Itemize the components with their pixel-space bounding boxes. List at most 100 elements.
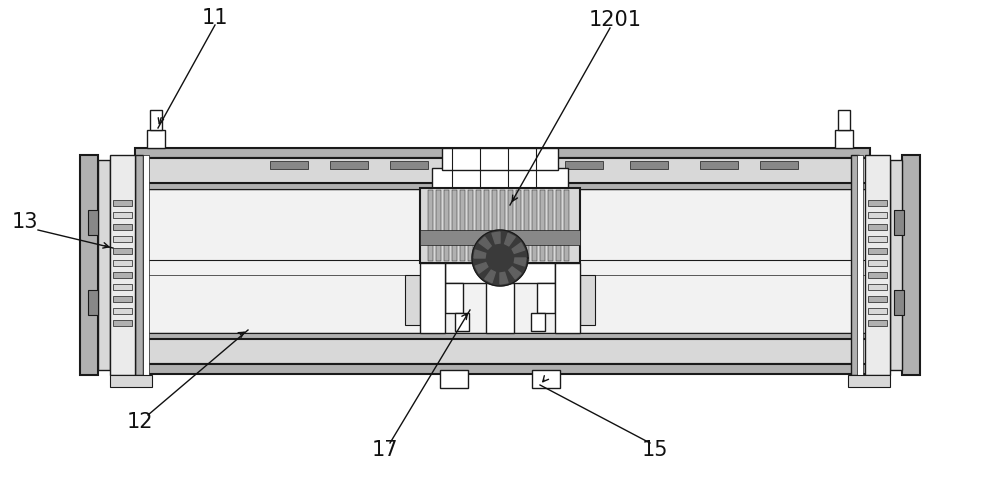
Bar	[868, 284, 887, 290]
Polygon shape	[474, 250, 486, 258]
Bar	[113, 248, 132, 254]
Bar	[868, 320, 887, 326]
Bar	[516, 190, 521, 261]
Bar	[532, 190, 537, 261]
Bar	[135, 183, 870, 189]
Bar	[113, 320, 132, 326]
Text: 1201: 1201	[588, 10, 642, 30]
Bar	[432, 168, 568, 188]
Bar	[110, 155, 135, 375]
Bar	[857, 155, 863, 375]
Bar	[420, 188, 580, 263]
Bar	[113, 308, 132, 314]
Bar	[405, 275, 420, 325]
Polygon shape	[509, 267, 521, 279]
Bar	[428, 190, 433, 261]
Bar	[88, 210, 98, 235]
Bar	[135, 339, 870, 364]
Bar	[135, 364, 870, 374]
Bar	[113, 236, 132, 242]
Bar	[835, 130, 853, 148]
Bar	[445, 263, 555, 283]
Bar	[564, 190, 569, 261]
Bar	[524, 190, 529, 261]
Bar	[113, 296, 132, 302]
Bar	[565, 161, 603, 169]
Bar	[894, 210, 904, 235]
Bar	[442, 148, 558, 170]
Bar	[452, 190, 457, 261]
Bar	[150, 110, 162, 130]
Bar	[113, 284, 132, 290]
Bar	[110, 375, 152, 387]
Bar	[848, 375, 890, 387]
Bar	[890, 160, 902, 370]
Bar	[113, 212, 132, 218]
Bar	[531, 313, 545, 331]
Bar	[868, 248, 887, 254]
Bar	[500, 161, 538, 169]
Polygon shape	[472, 230, 528, 286]
Bar	[440, 370, 468, 388]
Bar	[445, 283, 463, 313]
Bar	[468, 190, 473, 261]
Polygon shape	[475, 263, 488, 273]
Bar	[444, 190, 449, 261]
Bar	[135, 148, 870, 158]
Text: 11: 11	[202, 8, 228, 28]
Bar	[556, 190, 561, 261]
Bar	[113, 224, 132, 230]
Bar	[460, 190, 465, 261]
Bar	[98, 160, 110, 370]
Bar	[330, 161, 368, 169]
Bar	[548, 190, 553, 261]
Bar	[270, 161, 308, 169]
Bar	[508, 190, 513, 261]
Bar	[851, 155, 859, 375]
Polygon shape	[500, 272, 508, 284]
Bar	[537, 283, 555, 313]
Bar	[500, 190, 505, 261]
Bar	[868, 224, 887, 230]
Polygon shape	[514, 258, 526, 266]
Bar	[80, 155, 98, 375]
Bar	[476, 190, 481, 261]
Bar	[143, 155, 149, 375]
Bar	[894, 290, 904, 315]
Text: 15: 15	[642, 440, 668, 460]
Bar	[135, 158, 870, 183]
Polygon shape	[492, 232, 500, 244]
Text: 12: 12	[127, 412, 153, 432]
Bar	[865, 155, 890, 375]
Bar	[868, 308, 887, 314]
Bar	[420, 263, 445, 333]
Bar	[390, 161, 428, 169]
Bar	[147, 130, 165, 148]
Bar	[868, 260, 887, 266]
Bar	[868, 296, 887, 302]
Bar	[630, 161, 668, 169]
Text: 17: 17	[372, 440, 398, 460]
Bar	[455, 313, 469, 331]
Bar	[492, 190, 497, 261]
Text: 13: 13	[12, 212, 38, 232]
Polygon shape	[485, 270, 495, 283]
Bar	[436, 190, 441, 261]
Bar	[760, 161, 798, 169]
Bar	[135, 155, 143, 375]
Bar	[135, 333, 870, 339]
Polygon shape	[512, 243, 525, 253]
Bar	[902, 155, 920, 375]
Bar	[540, 190, 545, 261]
Bar	[700, 161, 738, 169]
Bar	[113, 260, 132, 266]
Bar	[868, 200, 887, 206]
Bar	[868, 236, 887, 242]
Bar	[420, 230, 580, 245]
Bar	[484, 190, 489, 261]
Bar	[88, 290, 98, 315]
Bar	[868, 212, 887, 218]
Bar	[838, 110, 850, 130]
Bar	[486, 283, 514, 333]
Bar	[868, 272, 887, 278]
